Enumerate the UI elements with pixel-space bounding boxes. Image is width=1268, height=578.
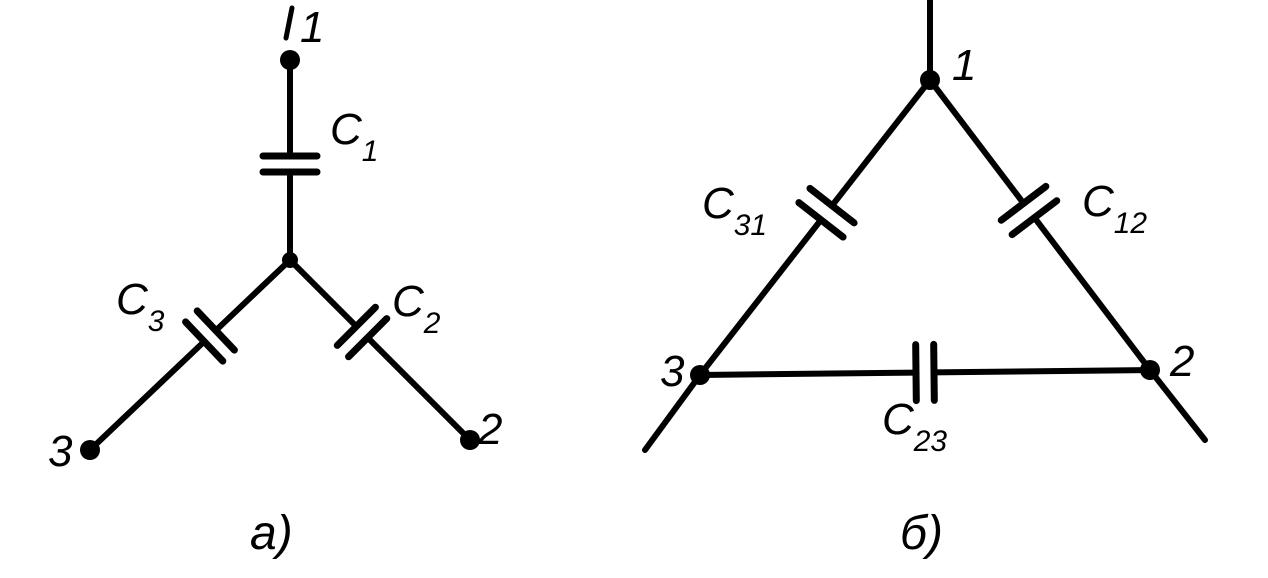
diagram-canvas: 1 2 3 C1 C2 C3 a) 1 2 3 C12 C23 C31 б)	[0, 0, 1268, 578]
delta-cap-c31-label: C31	[702, 182, 767, 234]
delta-node-1-label: 1	[952, 44, 976, 88]
delta-node-3-label: 3	[660, 350, 684, 394]
star-terminal-3-label: 3	[48, 430, 72, 474]
star-cap-c1-label: C1	[330, 108, 378, 160]
star-terminal-2-label: 2	[478, 408, 502, 452]
circuit-svg	[0, 0, 1268, 578]
star-caption: a)	[250, 510, 293, 558]
delta-cap-c23-label: C23	[882, 398, 947, 450]
star-cap-c2-label: C2	[392, 280, 440, 332]
star-terminal-1-label: 1	[300, 6, 324, 50]
delta-node-2-label: 2	[1170, 340, 1194, 384]
delta-caption: б)	[900, 510, 943, 558]
star-cap-c3-label: C3	[116, 278, 164, 330]
delta-cap-c12-label: C12	[1082, 180, 1147, 232]
